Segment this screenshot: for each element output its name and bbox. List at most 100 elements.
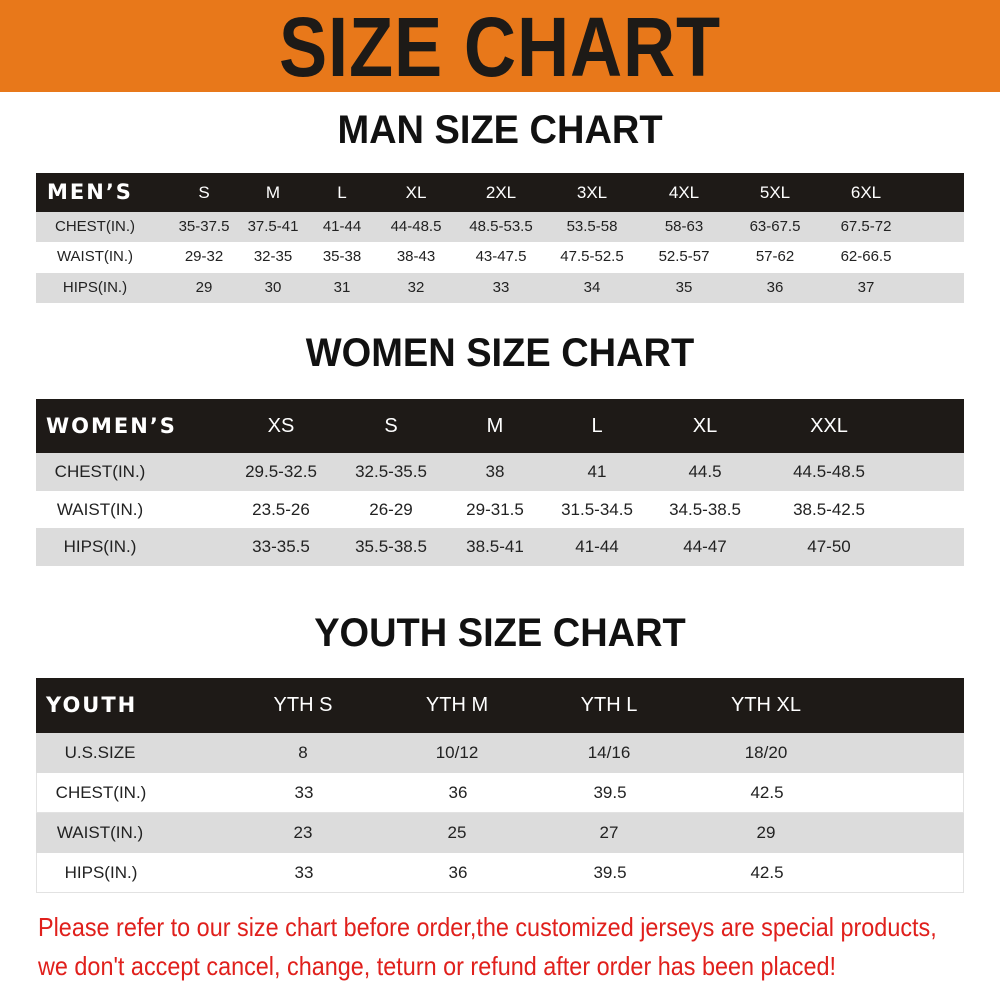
table-cell: 42.5 xyxy=(750,863,784,882)
table-cell: 57-62 xyxy=(755,248,795,266)
table-cell: 42.5 xyxy=(750,783,784,802)
table-cell: 47-50 xyxy=(807,537,851,557)
table-header-row: YOUTH YTH S YTH M YTH L YTH XL xyxy=(36,678,964,733)
notice-line-1: Please refer to our size chart before or… xyxy=(38,912,937,942)
measurement-label: CHEST(IN.) xyxy=(55,783,147,802)
table-cell: 10/12 xyxy=(435,743,479,762)
table-cell: 18/20 xyxy=(744,743,788,762)
table-cell: 58-63 xyxy=(664,218,704,235)
measurement-label: HIPS(IN.) xyxy=(62,278,128,296)
youth-section-title: YOUTH SIZE CHART xyxy=(314,611,686,655)
measurement-label: U.S.SIZE xyxy=(64,743,136,762)
table-row: HIPS(IN.) 33 36 39.5 42.5 xyxy=(36,853,964,893)
table-cell: 33 xyxy=(492,278,510,296)
table-header-row: MEN’S S M L XL 2XL 3XL 4XL 5XL 6XL xyxy=(36,173,964,212)
page-title: SIZE CHART xyxy=(278,0,722,94)
size-header-cell: XS xyxy=(267,415,295,437)
table-cell: 30 xyxy=(264,278,282,296)
table-cell: 25 xyxy=(447,823,467,842)
women-section-title: WOMEN SIZE CHART xyxy=(305,331,695,375)
table-header-row: WOMEN’S XS S M L XL XXL xyxy=(36,399,964,453)
table-cell: 39.5 xyxy=(593,863,627,882)
table-cell: 23.5-26 xyxy=(252,499,310,519)
table-cell: 27 xyxy=(599,823,619,842)
measurement-label: HIPS(IN.) xyxy=(63,537,137,557)
table-cell: 41-44 xyxy=(575,537,619,557)
table-cell: 63-67.5 xyxy=(749,218,801,235)
table-row: CHEST(IN.) 29.5-32.5 32.5-35.5 38 41 44.5 44.5… xyxy=(36,453,964,491)
table-cell: 37 xyxy=(857,278,875,296)
size-header-cell: L xyxy=(337,183,347,202)
size-header-cell: 4XL xyxy=(668,183,700,202)
size-header-cell: L xyxy=(591,415,603,437)
table-cell: 35-37.5 xyxy=(178,218,230,235)
table-cell: 44-48.5 xyxy=(390,218,442,235)
size-header-cell: M xyxy=(265,183,281,202)
notice-line-2: we don't accept cancel, change, teturn o… xyxy=(38,951,836,981)
table-cell: 41 xyxy=(587,462,607,481)
size-header-cell: XXL xyxy=(810,415,848,437)
table-row: U.S.SIZE 8 10/12 14/16 18/20 xyxy=(36,733,964,773)
table-cell: 38.5-41 xyxy=(466,537,524,557)
table-cell: 29-32 xyxy=(184,248,224,266)
table-row: WAIST(IN.) 29-32 32-35 35-38 38-43 43-47.5 47.… xyxy=(36,242,964,273)
table-cell: 44-47 xyxy=(683,537,727,557)
table-cell: 34 xyxy=(583,278,601,296)
table-cell: 29 xyxy=(756,823,776,842)
table-cell: 29.5-32.5 xyxy=(245,462,317,481)
size-header-cell: M xyxy=(486,415,504,437)
table-cell: 32-35 xyxy=(253,248,293,266)
size-header-cell: 2XL xyxy=(485,183,517,202)
size-header-cell: YTH S xyxy=(273,694,333,716)
table-cell: 38-43 xyxy=(396,248,436,266)
table-row: HIPS(IN.) 29 30 31 32 33 34 35 36 37 xyxy=(36,272,964,303)
table-cell: 14/16 xyxy=(587,743,631,762)
size-header-cell: S xyxy=(198,183,210,202)
table-cell: 36 xyxy=(448,863,468,882)
header-banner: SIZE CHART xyxy=(0,0,1000,92)
table-cell: 8 xyxy=(298,743,308,762)
measurement-label: CHEST(IN.) xyxy=(54,462,146,481)
table-title-cell: WOMEN’S xyxy=(46,414,177,438)
measurement-label: WAIST(IN.) xyxy=(56,248,134,266)
measurement-label: CHEST(IN.) xyxy=(55,218,135,235)
table-row: HIPS(IN.) 33-35.5 35.5-38.5 38.5-41 41-44 44-… xyxy=(36,528,964,567)
measurement-label: WAIST(IN.) xyxy=(56,499,144,519)
table-cell: 29-31.5 xyxy=(466,499,524,519)
table-cell: 37.5-41 xyxy=(247,218,299,235)
table-row: CHEST(IN.) 35-37.5 37.5-41 41-44 44-48.5 48.5… xyxy=(36,212,964,243)
table-cell: 38 xyxy=(485,462,505,481)
table-cell: 41-44 xyxy=(322,218,362,235)
table-cell: 32.5-35.5 xyxy=(355,462,427,481)
size-header-cell: YTH M xyxy=(425,694,489,716)
size-header-cell: YTH L xyxy=(580,694,638,716)
table-cell: 33-35.5 xyxy=(252,537,310,557)
table-title-cell: YOUTH xyxy=(46,693,138,717)
table-cell: 35 xyxy=(675,278,693,296)
table-cell: 32 xyxy=(407,278,425,296)
table-cell: 31.5-34.5 xyxy=(561,499,633,519)
measurement-label: WAIST(IN.) xyxy=(56,823,144,842)
table-cell: 33 xyxy=(294,863,314,882)
table-cell: 62-66.5 xyxy=(840,248,892,266)
table-cell: 47.5-52.5 xyxy=(560,248,624,266)
size-header-cell: YTH XL xyxy=(730,694,802,716)
table-cell: 38.5-42.5 xyxy=(793,499,865,519)
table-cell: 23 xyxy=(293,823,313,842)
table-cell: 52.5-57 xyxy=(658,248,710,266)
table-cell: 34.5-38.5 xyxy=(669,499,741,519)
table-cell: 36 xyxy=(766,278,784,296)
table-cell: 36 xyxy=(448,783,468,802)
size-header-cell: 6XL xyxy=(850,183,882,202)
table-cell: 29 xyxy=(195,278,213,296)
table-cell: 39.5 xyxy=(593,783,627,802)
table-cell: 35-38 xyxy=(322,248,362,266)
measurement-label: HIPS(IN.) xyxy=(64,863,138,882)
size-header-cell: XL xyxy=(405,183,427,202)
table-row: WAIST(IN.) 23 25 27 29 xyxy=(36,813,964,853)
size-header-cell: S xyxy=(384,415,398,437)
men-section-title: MAN SIZE CHART xyxy=(337,108,663,152)
table-title-cell: MEN’S xyxy=(47,180,133,204)
table-cell: 67.5-72 xyxy=(840,218,892,235)
table-row: CHEST(IN.) 33 36 39.5 42.5 xyxy=(36,773,964,813)
